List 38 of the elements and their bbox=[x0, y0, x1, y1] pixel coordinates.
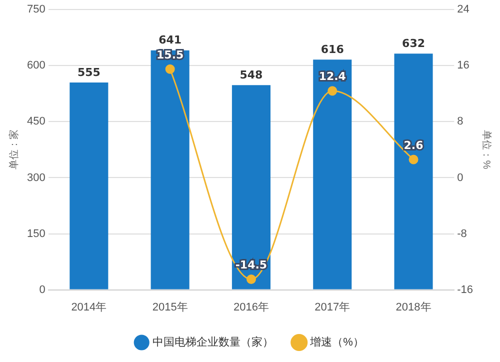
data-label: 616 bbox=[320, 43, 344, 56]
point bbox=[165, 64, 175, 74]
data-label: 12.4 bbox=[318, 70, 346, 84]
y-tick-label: 150 bbox=[26, 228, 46, 240]
y2-tick-label: -16 bbox=[457, 284, 474, 296]
y-tick-label: 450 bbox=[26, 116, 46, 128]
y2-axis-title: 单位：% bbox=[480, 130, 492, 170]
x-tick-label: 2015年 bbox=[152, 301, 188, 314]
data-label: 632 bbox=[402, 37, 426, 50]
y2-tick-label: -8 bbox=[457, 228, 467, 240]
y-tick-label: 600 bbox=[26, 60, 46, 72]
data-label: 2.6 bbox=[404, 138, 424, 152]
bar bbox=[313, 60, 352, 290]
x-tick-label: 2014年 bbox=[71, 301, 107, 314]
legend-label: 增速（%） bbox=[309, 336, 364, 349]
point bbox=[408, 154, 418, 164]
y2-tick-label: 24 bbox=[457, 4, 470, 16]
x-tick-label: 2017年 bbox=[314, 301, 350, 314]
bar bbox=[70, 82, 108, 290]
bar bbox=[150, 50, 190, 290]
data-label: 641 bbox=[158, 34, 182, 47]
bar bbox=[394, 54, 433, 290]
y-tick-label: 750 bbox=[26, 4, 46, 16]
y-tick-label: 300 bbox=[26, 172, 46, 184]
data-label: 548 bbox=[240, 68, 263, 82]
y2-tick-label: 0 bbox=[457, 172, 464, 184]
data-label: 555 bbox=[77, 66, 100, 79]
y-tick-label: 0 bbox=[39, 284, 46, 296]
bar bbox=[232, 85, 270, 290]
data-label: 15.5 bbox=[156, 48, 184, 62]
x-tick-label: 2018年 bbox=[396, 301, 432, 314]
y2-tick-label: 16 bbox=[457, 60, 470, 72]
y-axis-title: 单位：家 bbox=[8, 130, 20, 170]
y2-tick-label: 8 bbox=[457, 116, 464, 128]
point bbox=[328, 86, 338, 96]
legend-label: 中国电梯企业数量（家） bbox=[152, 336, 274, 349]
point bbox=[246, 274, 256, 284]
x-tick-label: 2016年 bbox=[233, 301, 269, 314]
